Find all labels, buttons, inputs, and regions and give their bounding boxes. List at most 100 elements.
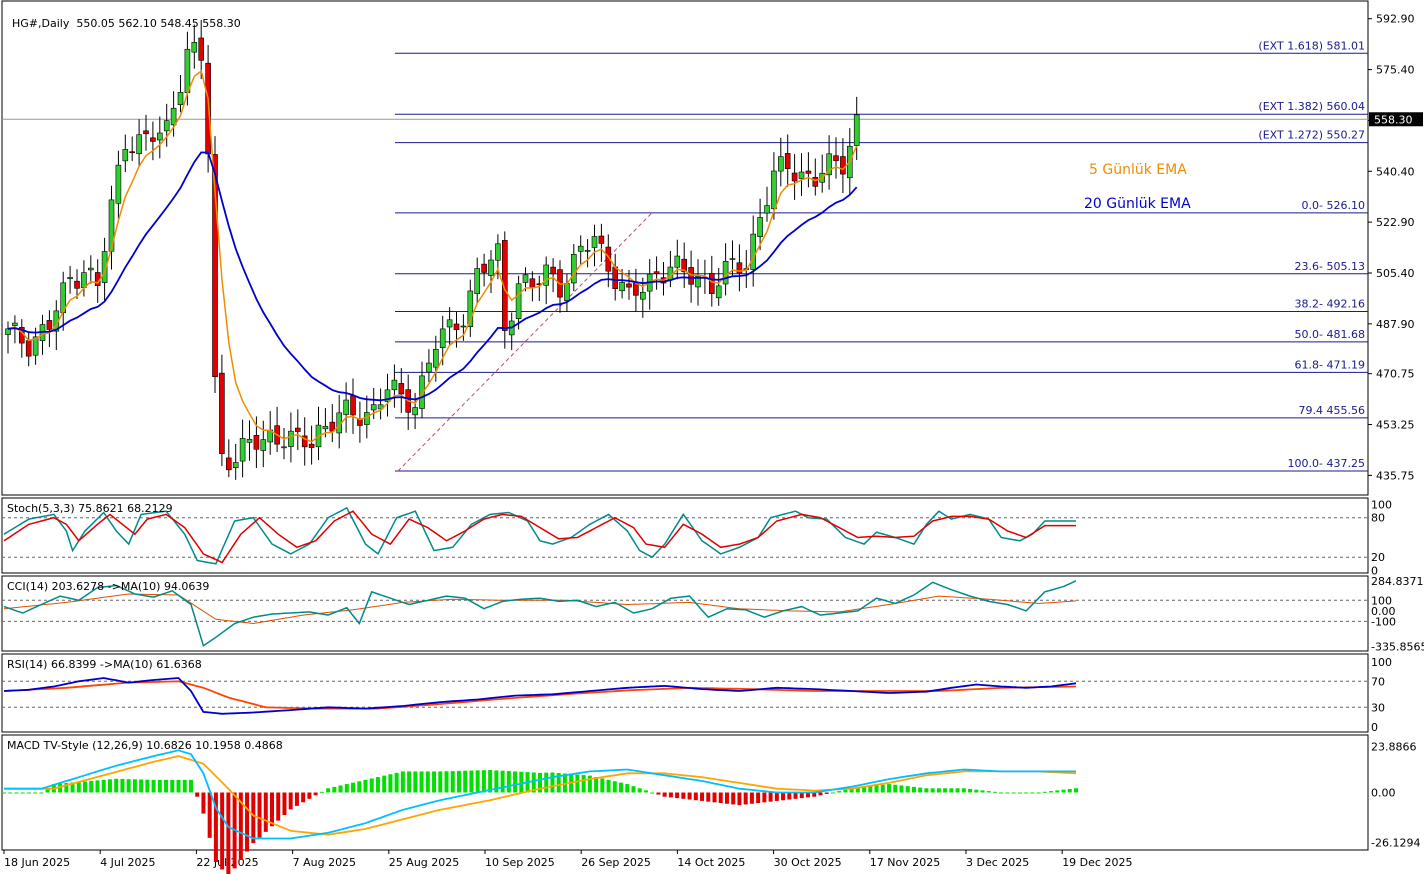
candle-bullish [853, 114, 860, 146]
macd-histogram-bar [662, 792, 667, 797]
candle-bullish [108, 199, 115, 252]
candle-bearish [453, 323, 460, 331]
price-tick-label: 487.90 [1376, 318, 1415, 331]
rsi-main-line [3, 677, 1077, 715]
date-label: 3 Dec 2025 [966, 856, 1029, 869]
candle-bearish [294, 427, 301, 432]
macd-histogram-bar [151, 779, 156, 793]
candle-bullish [391, 379, 398, 391]
cci-main-line [3, 580, 1077, 647]
price-tick-label: 592.90 [1376, 13, 1415, 26]
date-label: 19 Dec 2025 [1062, 856, 1132, 869]
candle-bullish [281, 446, 287, 449]
ema20-line [7, 151, 858, 402]
candle-bearish [226, 457, 232, 471]
macd-histogram-bar [868, 786, 873, 793]
macd-histogram-bar [961, 788, 966, 793]
rsi-tick-label: 100 [1371, 656, 1392, 669]
macd-histogram-bar [2, 792, 6, 794]
macd-histogram-bar [693, 792, 698, 801]
macd-histogram-bar [220, 792, 225, 870]
macd-histogram-bar [425, 771, 430, 793]
macd-histogram-bar [924, 788, 929, 793]
candle-bearish [129, 151, 135, 154]
candle-bullish [101, 251, 108, 283]
macd-histogram-bar [182, 779, 187, 793]
macd-histogram-bar [612, 781, 617, 793]
macd-histogram-bar [762, 792, 767, 803]
panel-frame-cci [1, 575, 1369, 652]
macd-histogram-bar [687, 792, 692, 800]
candle-bearish [681, 258, 688, 273]
panel-frame-main [1, 0, 1369, 496]
macd-histogram-bar [812, 792, 817, 797]
macd-histogram-bar [107, 779, 112, 793]
symbol-label: HG#,Daily [12, 17, 70, 30]
candle-bullish [446, 319, 453, 328]
macd-histogram-bar [538, 772, 542, 793]
candle-bearish [529, 278, 536, 289]
candle-bearish [612, 266, 619, 289]
cci-tick-label: -100 [1371, 615, 1396, 628]
macd-histogram-bar [357, 781, 362, 793]
macd-histogram-bar [58, 783, 63, 793]
macd-histogram-bar [1030, 792, 1035, 794]
candle-bullish [722, 260, 729, 285]
macd-histogram-bar [575, 774, 580, 793]
macd-histogram-bar [338, 785, 343, 793]
macd-histogram-bar [787, 792, 792, 800]
macd-histogram-bar [1049, 791, 1054, 793]
macd-histogram-bar [556, 772, 561, 793]
macd-histogram-bar [26, 792, 31, 794]
macd-histogram-bar [432, 771, 437, 793]
chart-header: HG#,Daily 550.05 562.10 548.45 558.30 [5, 4, 241, 30]
candle-bearish [833, 155, 839, 162]
candle-bullish [67, 277, 73, 279]
candle-bearish [301, 435, 308, 448]
candle-bullish [343, 399, 349, 415]
macd-histogram-bar [587, 775, 592, 793]
candle-bullish [460, 325, 467, 328]
macd-histogram-bar [1042, 791, 1047, 793]
macd-histogram-bar [326, 788, 331, 793]
macd-histogram-bar [363, 779, 368, 793]
macd-histogram-bar [631, 786, 636, 793]
macd-histogram-bar [188, 779, 193, 793]
candle-bullish [88, 267, 94, 271]
macd-histogram-bar [382, 775, 387, 793]
macd-histogram-bar [619, 782, 624, 793]
price-tick-label: 453.25 [1376, 419, 1415, 432]
macd-histogram-bar [270, 792, 274, 827]
candle-bearish [501, 240, 508, 331]
macd-histogram-bar [45, 788, 50, 793]
stoch-tick-label: 80 [1371, 512, 1385, 525]
macd-histogram-bar [606, 779, 611, 793]
macd-histogram-bar [263, 792, 268, 832]
macd-histogram-bar [195, 792, 200, 797]
macd-histogram-bar [419, 771, 424, 793]
macd-histogram-bar [332, 786, 337, 793]
price-tick-label: 435.75 [1376, 469, 1415, 482]
macd-histogram-bar [1061, 789, 1066, 793]
macd-histogram-bar [880, 784, 885, 793]
macd-histogram-bar [245, 792, 250, 852]
candle-bullish [177, 91, 184, 105]
macd-histogram-bar [39, 792, 44, 794]
candle-bullish [288, 430, 294, 447]
macd-signal-line [4, 755, 1077, 836]
candle-bullish [32, 336, 39, 356]
macd-histogram-bar [438, 771, 443, 793]
candle-bullish [729, 258, 736, 260]
stoch-main-line [3, 506, 1076, 565]
macd-histogram-bar [307, 792, 312, 799]
fib-level-label: 79.4 455.56 [1299, 404, 1365, 417]
macd-histogram-bar [14, 792, 19, 794]
macd-histogram-bar [594, 777, 599, 793]
macd-histogram-bar [276, 792, 281, 821]
macd-histogram-bar [33, 792, 38, 794]
candle-bearish [550, 266, 556, 275]
macd-histogram-bar [887, 784, 892, 793]
macd-histogram-bar [463, 770, 468, 793]
macd-histogram-bar [469, 770, 474, 793]
